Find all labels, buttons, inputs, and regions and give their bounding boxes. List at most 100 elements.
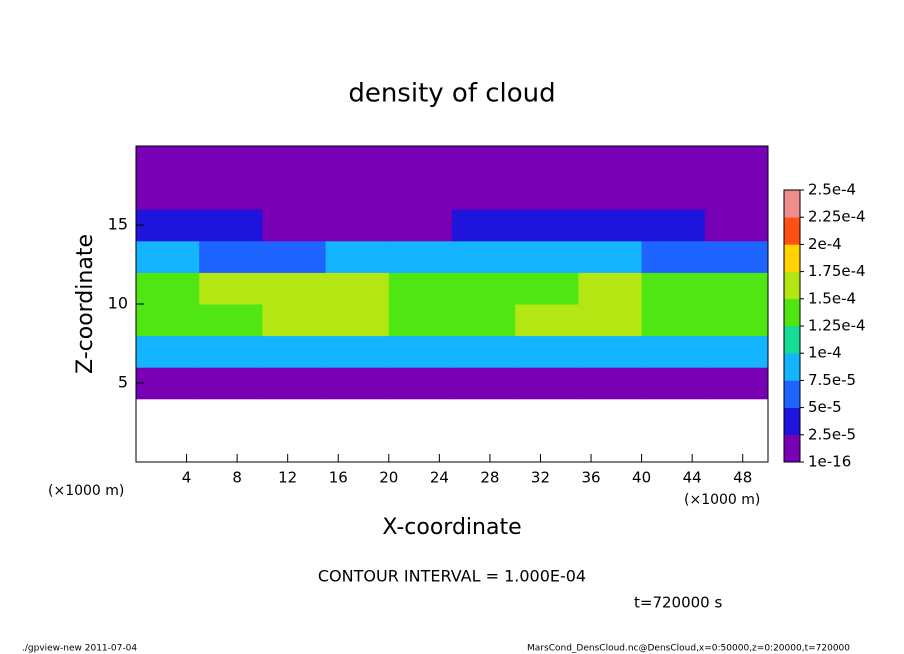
colorbar-band bbox=[784, 326, 800, 354]
x-tick-label: 16 bbox=[329, 469, 348, 487]
x-tick-label: 40 bbox=[632, 469, 651, 487]
colorbar-band bbox=[784, 434, 800, 463]
x-tick-label: 8 bbox=[232, 469, 242, 487]
cell bbox=[199, 146, 263, 179]
colorbar-band bbox=[784, 217, 800, 245]
y-unit: (×1000 m) bbox=[48, 483, 124, 499]
cell bbox=[388, 177, 453, 210]
time-label: t=720000 s bbox=[634, 594, 722, 612]
colorbar-tick-label: 2e-4 bbox=[808, 235, 842, 253]
cell bbox=[515, 304, 579, 337]
cell bbox=[641, 367, 706, 400]
cell bbox=[515, 272, 579, 305]
cell bbox=[578, 304, 643, 337]
cell bbox=[578, 335, 643, 368]
cell bbox=[452, 209, 516, 242]
colorbar-band bbox=[784, 298, 800, 327]
cell bbox=[199, 177, 263, 210]
colorbar-band bbox=[784, 380, 800, 408]
cell bbox=[262, 177, 327, 210]
cell bbox=[136, 367, 200, 400]
cell bbox=[452, 367, 516, 400]
cell bbox=[578, 240, 643, 273]
colorbar-tick-label: 1e-4 bbox=[808, 344, 842, 362]
x-tick-label: 28 bbox=[480, 469, 499, 487]
cell bbox=[641, 240, 706, 273]
footer-left: ./gpview-new 2011-07-04 bbox=[22, 644, 137, 654]
cell bbox=[452, 240, 516, 273]
cell bbox=[515, 335, 579, 368]
cell bbox=[452, 335, 516, 368]
cell bbox=[704, 272, 769, 305]
cell bbox=[388, 304, 453, 337]
cell bbox=[452, 177, 516, 210]
y-tick-label: 10 bbox=[108, 294, 128, 313]
cell bbox=[325, 367, 390, 400]
cell bbox=[136, 272, 200, 305]
cell bbox=[136, 335, 200, 368]
cell bbox=[199, 209, 263, 242]
cell bbox=[199, 367, 263, 400]
cell bbox=[199, 335, 263, 368]
cell bbox=[452, 304, 516, 337]
cell bbox=[641, 146, 706, 179]
cell bbox=[704, 335, 769, 368]
cell bbox=[199, 304, 263, 337]
cell bbox=[262, 146, 327, 179]
cell bbox=[199, 272, 263, 305]
x-tick-label: 4 bbox=[182, 469, 192, 487]
cell bbox=[704, 177, 769, 210]
cell bbox=[388, 272, 453, 305]
cell bbox=[136, 146, 200, 179]
x-tick-label: 32 bbox=[531, 469, 550, 487]
cell bbox=[136, 240, 200, 273]
x-tick-label: 36 bbox=[581, 469, 600, 487]
cell bbox=[452, 146, 516, 179]
cell bbox=[515, 177, 579, 210]
colorbar-tick-label: 2.5e-5 bbox=[808, 425, 856, 443]
cell bbox=[704, 209, 769, 242]
cell bbox=[262, 367, 327, 400]
cell bbox=[325, 146, 390, 179]
cell bbox=[515, 209, 579, 242]
cell bbox=[641, 335, 706, 368]
axes: 4 8 12 16 20 24 28 32 36 40 44 48510151e-162.5e-55e… bbox=[108, 145, 866, 487]
x-tick-label: 12 bbox=[278, 469, 297, 487]
cell bbox=[641, 177, 706, 210]
cell bbox=[262, 335, 327, 368]
y-axis-label: Z-coordinate bbox=[73, 234, 98, 374]
colorbar-tick-label: 1.25e-4 bbox=[808, 317, 866, 335]
cell bbox=[325, 177, 390, 210]
cell bbox=[388, 240, 453, 273]
cell bbox=[578, 146, 643, 179]
cell bbox=[136, 304, 200, 337]
cell bbox=[388, 367, 453, 400]
cell bbox=[262, 304, 327, 337]
colorbar-band bbox=[784, 190, 800, 218]
colorbar-band bbox=[784, 244, 800, 272]
cell bbox=[641, 209, 706, 242]
footer-right: MarsCond_DensCloud.nc@DensCloud,x=0:5000… bbox=[527, 644, 850, 654]
colorbar-tick-label: 1.75e-4 bbox=[808, 262, 866, 280]
x-tick-label: 24 bbox=[430, 469, 449, 487]
chart-title: density of cloud bbox=[348, 79, 555, 109]
x-tick-label: 20 bbox=[379, 469, 398, 487]
x-unit: (×1000 m) bbox=[684, 492, 760, 508]
y-tick-label: 5 bbox=[118, 373, 128, 392]
cell bbox=[704, 146, 769, 179]
colorbar-tick-label: 1e-16 bbox=[808, 453, 851, 471]
cell bbox=[388, 209, 453, 242]
colorbar-tick-label: 2.25e-4 bbox=[808, 208, 866, 226]
annotation: CONTOUR INTERVAL = 1.000E-04 bbox=[318, 567, 586, 586]
x-tick-label: 44 bbox=[683, 469, 702, 487]
cell bbox=[136, 177, 200, 210]
cell bbox=[578, 209, 643, 242]
y-tick-label: 15 bbox=[108, 215, 128, 234]
cell bbox=[388, 146, 453, 179]
cell bbox=[452, 272, 516, 305]
cell bbox=[578, 272, 643, 305]
cell bbox=[641, 304, 706, 337]
cell bbox=[641, 272, 706, 305]
cell bbox=[515, 367, 579, 400]
colorbar-band bbox=[784, 353, 800, 381]
